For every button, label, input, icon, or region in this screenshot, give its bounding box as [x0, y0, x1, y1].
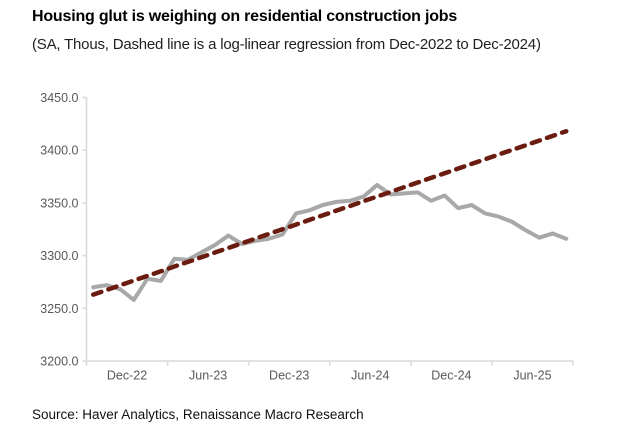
x-axis-tick-label: Dec-24	[431, 369, 471, 383]
chart-subtitle: (SA, Thous, Dashed line is a log-linear …	[32, 36, 541, 53]
source-note: Source: Haver Analytics, Renaissance Mac…	[32, 407, 364, 422]
y-axis-tick-label: 3450.0	[40, 91, 78, 105]
chart-title: Housing glut is weighing on residential …	[32, 8, 458, 25]
y-axis-tick-label: 3250.0	[40, 302, 78, 316]
x-axis-tick-label: Dec-23	[269, 369, 309, 383]
x-axis-tick-label: Jun-24	[351, 369, 389, 383]
x-axis-tick-label: Jun-25	[513, 369, 551, 383]
y-axis-tick-label: 3300.0	[40, 249, 78, 263]
actual-jobs-line	[91, 182, 569, 302]
x-axis-tick-label: Dec-22	[107, 369, 147, 383]
regression-dashed-line	[91, 128, 569, 297]
y-axis-tick-label: 3200.0	[40, 355, 78, 369]
y-axis-tick-label: 3350.0	[40, 196, 78, 210]
y-axis-tick-label: 3400.0	[40, 144, 78, 158]
x-axis-tick-label: Jun-23	[189, 369, 227, 383]
